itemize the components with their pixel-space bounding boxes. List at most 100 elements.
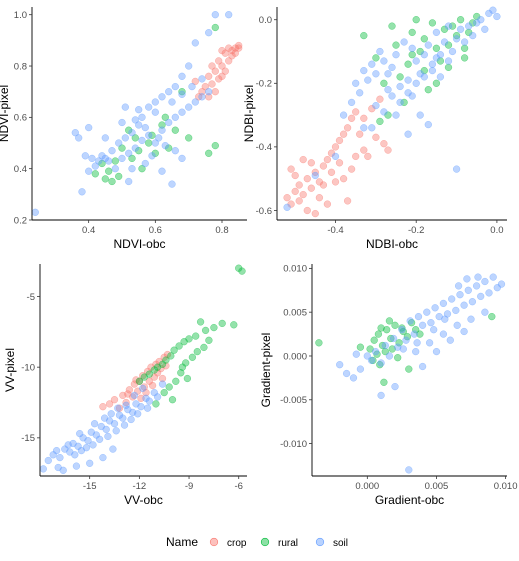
point-soil [412,57,420,65]
point-crop [372,133,380,141]
point-rural [432,79,441,87]
point-crop [335,159,344,167]
point-soil [39,465,47,473]
point-soil [205,29,213,37]
point-soil [137,403,145,411]
x-tick-label: -9 [185,481,193,492]
point-rural [398,324,406,332]
point-rural [201,326,210,335]
point-rural [152,400,160,408]
point-soil [368,124,376,132]
point-soil [64,441,72,449]
point-soil [416,70,424,78]
point-soil [424,120,432,129]
point-soil [372,101,380,110]
point-soil [425,339,434,347]
point-rural [211,141,219,150]
point-crop [331,143,340,151]
point-rural [108,177,116,186]
point-soil [178,108,186,116]
point-soil [191,98,199,106]
point-soil [188,82,196,91]
point-soil [396,98,404,107]
point-soil [481,308,489,316]
point-soil [408,92,416,100]
point-rural [131,134,139,142]
point-rural [180,338,188,346]
point-rural [171,126,179,134]
y-axis-title: Gradient-pixel [259,333,273,408]
point-rural [383,326,391,334]
x-tick-label: -6 [234,481,242,492]
point-soil [416,111,424,119]
point-soil [135,121,143,129]
point-crop [211,67,219,75]
point-soil [396,82,404,91]
point-soil [427,319,435,327]
point-crop [295,197,303,205]
point-rural [238,267,246,275]
point-rural [374,330,383,338]
point-crop [319,181,328,189]
point-soil [481,277,489,286]
point-rural [158,121,166,129]
point-rural [424,86,432,94]
point-soil [463,275,471,283]
point-soil [474,273,482,281]
point-soil [158,167,166,175]
point-soil [111,165,119,173]
point-rural [145,139,153,147]
point-rural [416,330,424,338]
point-crop [148,381,157,390]
point-rural [392,41,400,49]
point-crop [299,155,307,164]
point-soil [178,90,186,98]
point-rural [388,345,396,353]
legend: Name crop rural soil [166,535,348,549]
point-rural [391,321,399,329]
point-soil [161,141,169,150]
point-rural [488,312,496,321]
point-soil [101,134,109,142]
point-soil [497,280,506,288]
point-soil [119,414,127,422]
point-soil [114,404,122,412]
point-crop [283,194,291,202]
point-soil [418,321,427,329]
point-crop [315,178,324,186]
point-soil [392,111,400,119]
point-soil [198,75,206,83]
point-crop [323,155,332,164]
point-crop [205,72,213,80]
point-soil [81,152,89,160]
point-rural [178,88,186,96]
point-soil [391,382,399,391]
point-rural [172,377,180,385]
point-rural [205,336,213,344]
point-soil [388,92,396,100]
point-soil [165,88,173,96]
points [39,264,246,474]
point-crop [291,171,299,180]
legend-crop-label: crop [227,538,247,549]
point-soil [489,6,497,14]
point-soil [432,28,441,37]
point-crop [218,72,226,80]
point-crop [307,184,315,192]
point-soil [86,459,94,467]
point-soil [191,39,199,47]
point-soil [465,22,473,30]
point-soil [198,93,206,101]
point-soil [460,327,468,336]
point-soil [141,123,149,132]
point-soil [122,401,130,409]
point-rural [395,339,403,347]
point-soil [110,420,119,428]
point-crop [352,152,360,161]
point-soil [88,154,96,163]
point-crop [231,49,239,57]
point-soil [468,298,477,306]
x-tick-label: 0.0 [490,225,503,236]
point-crop [364,152,372,161]
